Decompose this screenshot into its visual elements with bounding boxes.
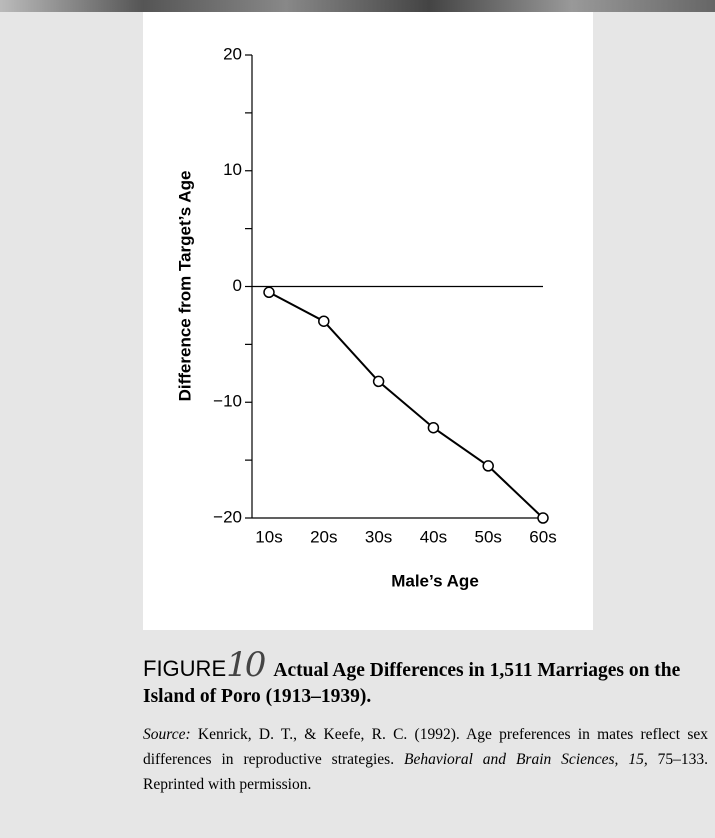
figure-number: 10 [226,645,266,685]
point [537,512,549,524]
figure-title: Actual Age Differences in 1,511 Marriage… [143,660,681,707]
x-axis-label: Male’s Age [391,571,479,590]
source-text: Kenrick, D. T., & Keefe, R. C. (1992). A… [143,726,708,768]
x-tick-label: 30s [365,527,392,546]
y-axis-label: Difference from Target’s Age [175,171,194,402]
x-tick-label: 50s [474,527,501,546]
header-strip [0,0,715,12]
source-journal: Behavioral and Brain Sciences, 15, [404,751,648,768]
y-tick-label: 0 [233,276,242,295]
point [482,460,494,472]
source-lead: Source: [143,726,191,743]
y-tick-label: −20 [213,507,242,526]
x-tick-label: 20s [310,527,337,546]
point [372,375,385,388]
point [427,421,440,434]
y-tick-label: 20 [223,44,242,63]
x-tick-label: 60s [529,527,556,546]
point [318,315,330,327]
source: Source: Kenrick, D. T., & Keefe, R. C. (… [143,722,708,797]
figure-panel [143,12,593,630]
x-tick-label: 40s [420,527,447,546]
source-pages: 75–133. Reprinted with permission. [143,751,709,793]
series-line [268,291,544,519]
point [263,286,275,299]
x-tick-label: 10s [255,527,282,546]
y-tick-label: 10 [223,160,242,179]
y-tick-label: −10 [213,392,242,411]
figure-label: FIGURE [143,656,227,681]
figure-heading: FIGURE10 Actual Age Differences in 1,511 … [143,648,708,710]
caption: FIGURE10 Actual Age Differences in 1,511 … [143,648,708,797]
